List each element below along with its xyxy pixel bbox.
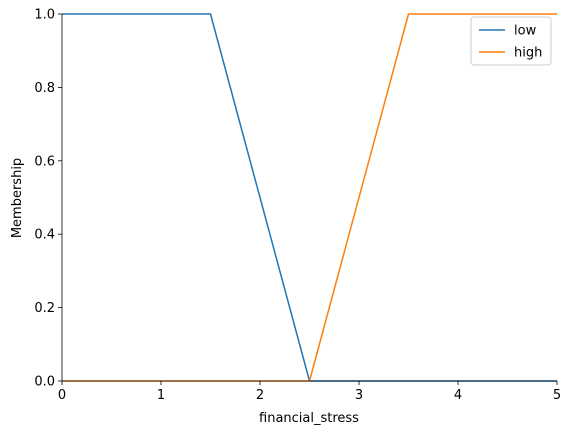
legend-frame	[470, 16, 552, 66]
x-tick-label: 2	[256, 388, 264, 403]
legend-label-high: high	[514, 46, 542, 61]
y-tick-label: 0.6	[34, 154, 55, 169]
y-tick-label: 0.0	[34, 375, 55, 390]
legend-label-low: low	[514, 24, 537, 39]
series-line-high	[62, 13, 557, 382]
x-tick-label: 1	[157, 388, 165, 403]
y-tick-label: 0.4	[34, 228, 55, 243]
y-tick-label: 0.8	[34, 81, 55, 96]
x-axis-label: financial_stress	[259, 411, 359, 426]
x-tick-label: 5	[553, 388, 561, 403]
series-layer	[62, 13, 557, 382]
y-ticks: 0.0 0.2 0.4 0.6 0.8 1.0	[34, 8, 62, 390]
x-tick-label: 4	[454, 388, 462, 403]
x-tick-label: 3	[355, 388, 363, 403]
y-tick-label: 1.0	[34, 8, 55, 23]
x-tick-label: 0	[58, 388, 66, 403]
y-axis-label: Membership	[10, 158, 25, 238]
series-line-low	[62, 13, 557, 382]
legend: low high	[470, 16, 552, 66]
y-tick-label: 0.2	[34, 301, 55, 316]
x-ticks: 0 1 2 3 4 5	[58, 381, 561, 403]
axes	[61, 14, 557, 382]
